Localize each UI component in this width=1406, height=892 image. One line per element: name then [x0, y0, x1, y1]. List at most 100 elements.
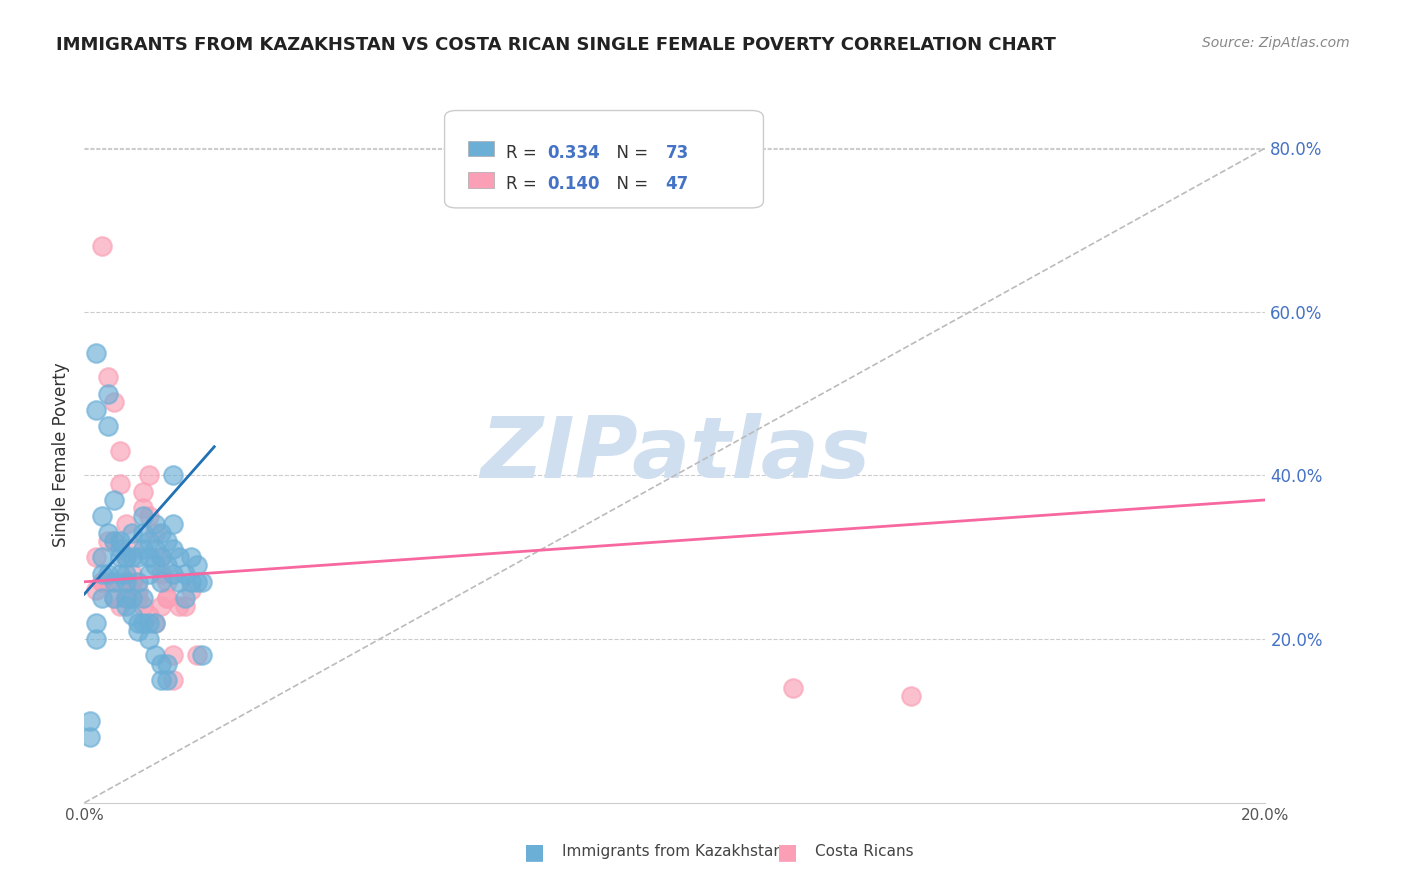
Costa Ricans: [103, 533, 125, 548]
Immigrants from Kazakhstan: [132, 509, 155, 524]
Costa Ricans: [150, 550, 173, 565]
Costa Ricans: [121, 574, 143, 589]
Immigrants from Kazakhstan: [108, 566, 131, 581]
Costa Ricans: [156, 574, 179, 589]
Costa Ricans: [108, 599, 131, 614]
Text: N =: N =: [606, 144, 654, 162]
Immigrants from Kazakhstan: [150, 525, 173, 540]
FancyBboxPatch shape: [444, 111, 763, 208]
Immigrants from Kazakhstan: [162, 517, 184, 532]
Text: ■: ■: [778, 842, 797, 862]
Immigrants from Kazakhstan: [103, 591, 125, 606]
Text: ■: ■: [524, 842, 544, 862]
Text: IMMIGRANTS FROM KAZAKHSTAN VS COSTA RICAN SINGLE FEMALE POVERTY CORRELATION CHAR: IMMIGRANTS FROM KAZAKHSTAN VS COSTA RICA…: [56, 36, 1056, 54]
Text: Source: ZipAtlas.com: Source: ZipAtlas.com: [1202, 36, 1350, 50]
Immigrants from Kazakhstan: [143, 517, 166, 532]
Text: 47: 47: [665, 175, 689, 194]
Immigrants from Kazakhstan: [167, 574, 190, 589]
Immigrants from Kazakhstan: [162, 566, 184, 581]
Costa Ricans: [132, 599, 155, 614]
Immigrants from Kazakhstan: [138, 632, 160, 646]
Immigrants from Kazakhstan: [132, 525, 155, 540]
Costa Ricans: [97, 370, 120, 384]
Immigrants from Kazakhstan: [127, 574, 149, 589]
Immigrants from Kazakhstan: [97, 386, 120, 401]
Costa Ricans: [114, 550, 136, 565]
Costa Ricans: [173, 599, 195, 614]
Text: R =: R =: [506, 144, 541, 162]
Costa Ricans: [91, 574, 114, 589]
Immigrants from Kazakhstan: [150, 657, 173, 671]
Text: ZIPatlas: ZIPatlas: [479, 413, 870, 497]
FancyBboxPatch shape: [468, 141, 494, 156]
Immigrants from Kazakhstan: [108, 533, 131, 548]
Immigrants from Kazakhstan: [127, 615, 149, 630]
Costa Ricans: [114, 517, 136, 532]
Immigrants from Kazakhstan: [84, 632, 107, 646]
Immigrants from Kazakhstan: [103, 492, 125, 507]
Immigrants from Kazakhstan: [91, 566, 114, 581]
Immigrants from Kazakhstan: [150, 574, 173, 589]
Costa Ricans: [121, 566, 143, 581]
Costa Ricans: [150, 566, 173, 581]
Immigrants from Kazakhstan: [108, 550, 131, 565]
Costa Ricans: [97, 574, 120, 589]
Costa Ricans: [121, 542, 143, 557]
Immigrants from Kazakhstan: [138, 533, 160, 548]
FancyBboxPatch shape: [468, 172, 494, 187]
Immigrants from Kazakhstan: [138, 615, 160, 630]
Costa Ricans: [167, 599, 190, 614]
Text: N =: N =: [606, 175, 654, 194]
Immigrants from Kazakhstan: [103, 574, 125, 589]
Text: 73: 73: [665, 144, 689, 162]
Immigrants from Kazakhstan: [180, 550, 202, 565]
Immigrants from Kazakhstan: [121, 525, 143, 540]
Immigrants from Kazakhstan: [121, 607, 143, 622]
Immigrants from Kazakhstan: [173, 591, 195, 606]
Text: Immigrants from Kazakhstan: Immigrants from Kazakhstan: [562, 845, 783, 859]
Immigrants from Kazakhstan: [108, 542, 131, 557]
Costa Ricans: [162, 648, 184, 663]
Costa Ricans: [782, 681, 804, 696]
Immigrants from Kazakhstan: [79, 731, 101, 745]
Immigrants from Kazakhstan: [84, 615, 107, 630]
Immigrants from Kazakhstan: [180, 574, 202, 589]
Text: 0.334: 0.334: [547, 144, 600, 162]
Immigrants from Kazakhstan: [138, 566, 160, 581]
Costa Ricans: [156, 591, 179, 606]
Immigrants from Kazakhstan: [150, 550, 173, 565]
Costa Ricans: [91, 239, 114, 253]
Immigrants from Kazakhstan: [143, 542, 166, 557]
Immigrants from Kazakhstan: [167, 550, 190, 565]
Immigrants from Kazakhstan: [97, 525, 120, 540]
Immigrants from Kazakhstan: [173, 566, 195, 581]
Immigrants from Kazakhstan: [156, 673, 179, 687]
Immigrants from Kazakhstan: [162, 542, 184, 557]
Costa Ricans: [162, 673, 184, 687]
Costa Ricans: [108, 476, 131, 491]
Immigrants from Kazakhstan: [114, 566, 136, 581]
Costa Ricans: [138, 607, 160, 622]
Text: Costa Ricans: Costa Ricans: [815, 845, 914, 859]
Costa Ricans: [108, 443, 131, 458]
Immigrants from Kazakhstan: [91, 550, 114, 565]
Immigrants from Kazakhstan: [143, 648, 166, 663]
Costa Ricans: [97, 533, 120, 548]
Immigrants from Kazakhstan: [114, 574, 136, 589]
Costa Ricans: [132, 484, 155, 499]
Costa Ricans: [186, 648, 208, 663]
Immigrants from Kazakhstan: [114, 599, 136, 614]
Immigrants from Kazakhstan: [114, 550, 136, 565]
Immigrants from Kazakhstan: [84, 403, 107, 417]
Immigrants from Kazakhstan: [91, 509, 114, 524]
Immigrants from Kazakhstan: [191, 574, 214, 589]
Costa Ricans: [103, 591, 125, 606]
Costa Ricans: [127, 591, 149, 606]
Immigrants from Kazakhstan: [186, 558, 208, 573]
Costa Ricans: [84, 550, 107, 565]
Immigrants from Kazakhstan: [156, 558, 179, 573]
Immigrants from Kazakhstan: [143, 615, 166, 630]
Costa Ricans: [114, 591, 136, 606]
Immigrants from Kazakhstan: [97, 566, 120, 581]
Immigrants from Kazakhstan: [132, 542, 155, 557]
